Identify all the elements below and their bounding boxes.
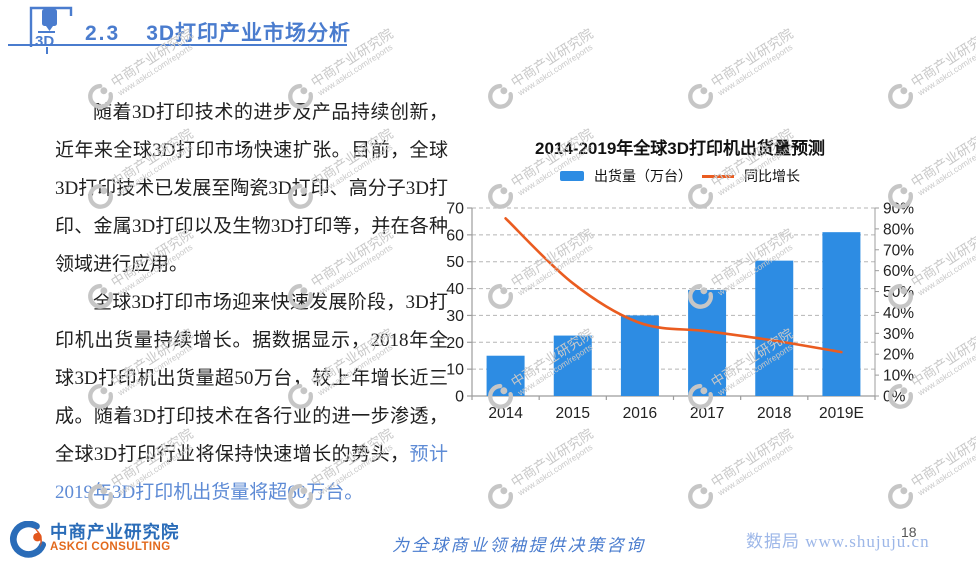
section-number: 2.3 bbox=[85, 22, 121, 45]
svg-text:30%: 30% bbox=[883, 326, 914, 343]
watermark-logo-icon bbox=[888, 83, 913, 109]
x-label-2014: 2014 bbox=[488, 405, 523, 422]
heading-underline bbox=[8, 44, 347, 46]
svg-text:70: 70 bbox=[446, 201, 464, 218]
forecast-highlight-text: 预计2019年3D打印机出货量将超60万台。 bbox=[55, 444, 448, 503]
svg-text:40%: 40% bbox=[883, 305, 914, 322]
svg-text:60%: 60% bbox=[883, 263, 914, 280]
askci-logo-icon bbox=[10, 521, 46, 558]
svg-text:30: 30 bbox=[446, 308, 464, 325]
svg-text:40: 40 bbox=[446, 281, 464, 298]
svg-text:50%: 50% bbox=[883, 284, 914, 301]
x-label-2019E: 2019E bbox=[819, 405, 864, 422]
watermark-logo-icon bbox=[888, 483, 913, 509]
bar-2018 bbox=[755, 260, 794, 396]
section-heading: 2.3 3D打印产业市场分析 bbox=[85, 17, 351, 47]
growth-line bbox=[504, 217, 843, 354]
watermark-logo-icon bbox=[488, 83, 513, 109]
svg-text:10%: 10% bbox=[883, 368, 914, 385]
x-label-2018: 2018 bbox=[757, 405, 791, 422]
watermark-item: 中商产业研究院 www.askci.com/reports bbox=[881, 3, 976, 117]
chart-legend: 出货量（万台） 同比增长 bbox=[445, 166, 915, 186]
3d-printer-icon: 3D bbox=[29, 6, 73, 54]
chart-title: 2014-2019年全球3D打印机出货量预测 bbox=[534, 139, 826, 158]
svg-text:70%: 70% bbox=[883, 242, 914, 259]
svg-text:50: 50 bbox=[446, 254, 464, 271]
watermark-item: 中商产业研究院 www.askci.com/reports bbox=[681, 3, 835, 117]
bar-2016 bbox=[620, 315, 659, 396]
svg-text:0%: 0% bbox=[883, 389, 906, 406]
footer-logo-title: 中商产业研究院 bbox=[50, 522, 180, 542]
chart-plot-area: 0 10 20 30 40 50 60 70 0% 10% 20% 30% 40% 50% 60% 70% 80… bbox=[446, 201, 914, 423]
watermark-logo-icon bbox=[688, 83, 713, 109]
section-title: 3D打印产业市场分析 bbox=[146, 22, 352, 45]
x-label-2015: 2015 bbox=[556, 405, 590, 422]
body-text-block: 随着3D打印技术的进步及产品持续创新，近年来全球3D打印市场快速扩张。目前，全球… bbox=[55, 94, 448, 512]
x-label-2016: 2016 bbox=[623, 405, 657, 422]
svg-text:90%: 90% bbox=[883, 201, 914, 218]
bar-2014 bbox=[486, 355, 525, 396]
footer-slogan: 为全球商业领袖提供决策咨询 bbox=[392, 536, 646, 555]
footer-logo-text: 中商产业研究院 ASKCI CONSULTING bbox=[50, 522, 180, 554]
svg-text:10: 10 bbox=[446, 362, 464, 379]
watermark-logo-icon bbox=[488, 483, 513, 509]
page-number: 18 bbox=[901, 524, 917, 540]
footer-source-link[interactable]: 数据局 www.shujuju.cn bbox=[746, 532, 930, 551]
watermark-item: 中商产业研究院 www.askci.com/reports bbox=[481, 3, 635, 117]
paragraph-1: 随着3D打印技术的进步及产品持续创新，近年来全球3D打印市场快速扩张。目前，全球… bbox=[55, 102, 448, 275]
footer-logo-subtitle: ASKCI CONSULTING bbox=[50, 541, 171, 554]
legend-line-label: 同比增长 bbox=[744, 168, 800, 184]
svg-text:20: 20 bbox=[446, 335, 464, 352]
svg-text:20%: 20% bbox=[883, 347, 914, 364]
bar-2017 bbox=[688, 289, 727, 396]
svg-text:80%: 80% bbox=[883, 221, 914, 238]
bar-2015 bbox=[553, 335, 592, 396]
x-label-2017: 2017 bbox=[690, 405, 724, 422]
shipment-forecast-chart: 2014-2019年全球3D打印机出货量预测 出货量（万台） 同比增长 0 10 2… bbox=[445, 130, 937, 436]
svg-text:60: 60 bbox=[446, 227, 464, 244]
svg-text:3D: 3D bbox=[35, 33, 54, 50]
paragraph-2: 全球3D打印市场迎来快速发展阶段，3D打印机出货量持续增长。据数据显示，2018… bbox=[55, 292, 448, 503]
bar-2019E bbox=[822, 232, 861, 396]
legend-line-swatch bbox=[702, 174, 734, 178]
svg-text:0: 0 bbox=[455, 389, 464, 406]
legend-bar-label: 出货量（万台） bbox=[594, 168, 692, 184]
watermark-logo-icon bbox=[688, 483, 713, 509]
legend-bar-swatch bbox=[560, 171, 584, 181]
